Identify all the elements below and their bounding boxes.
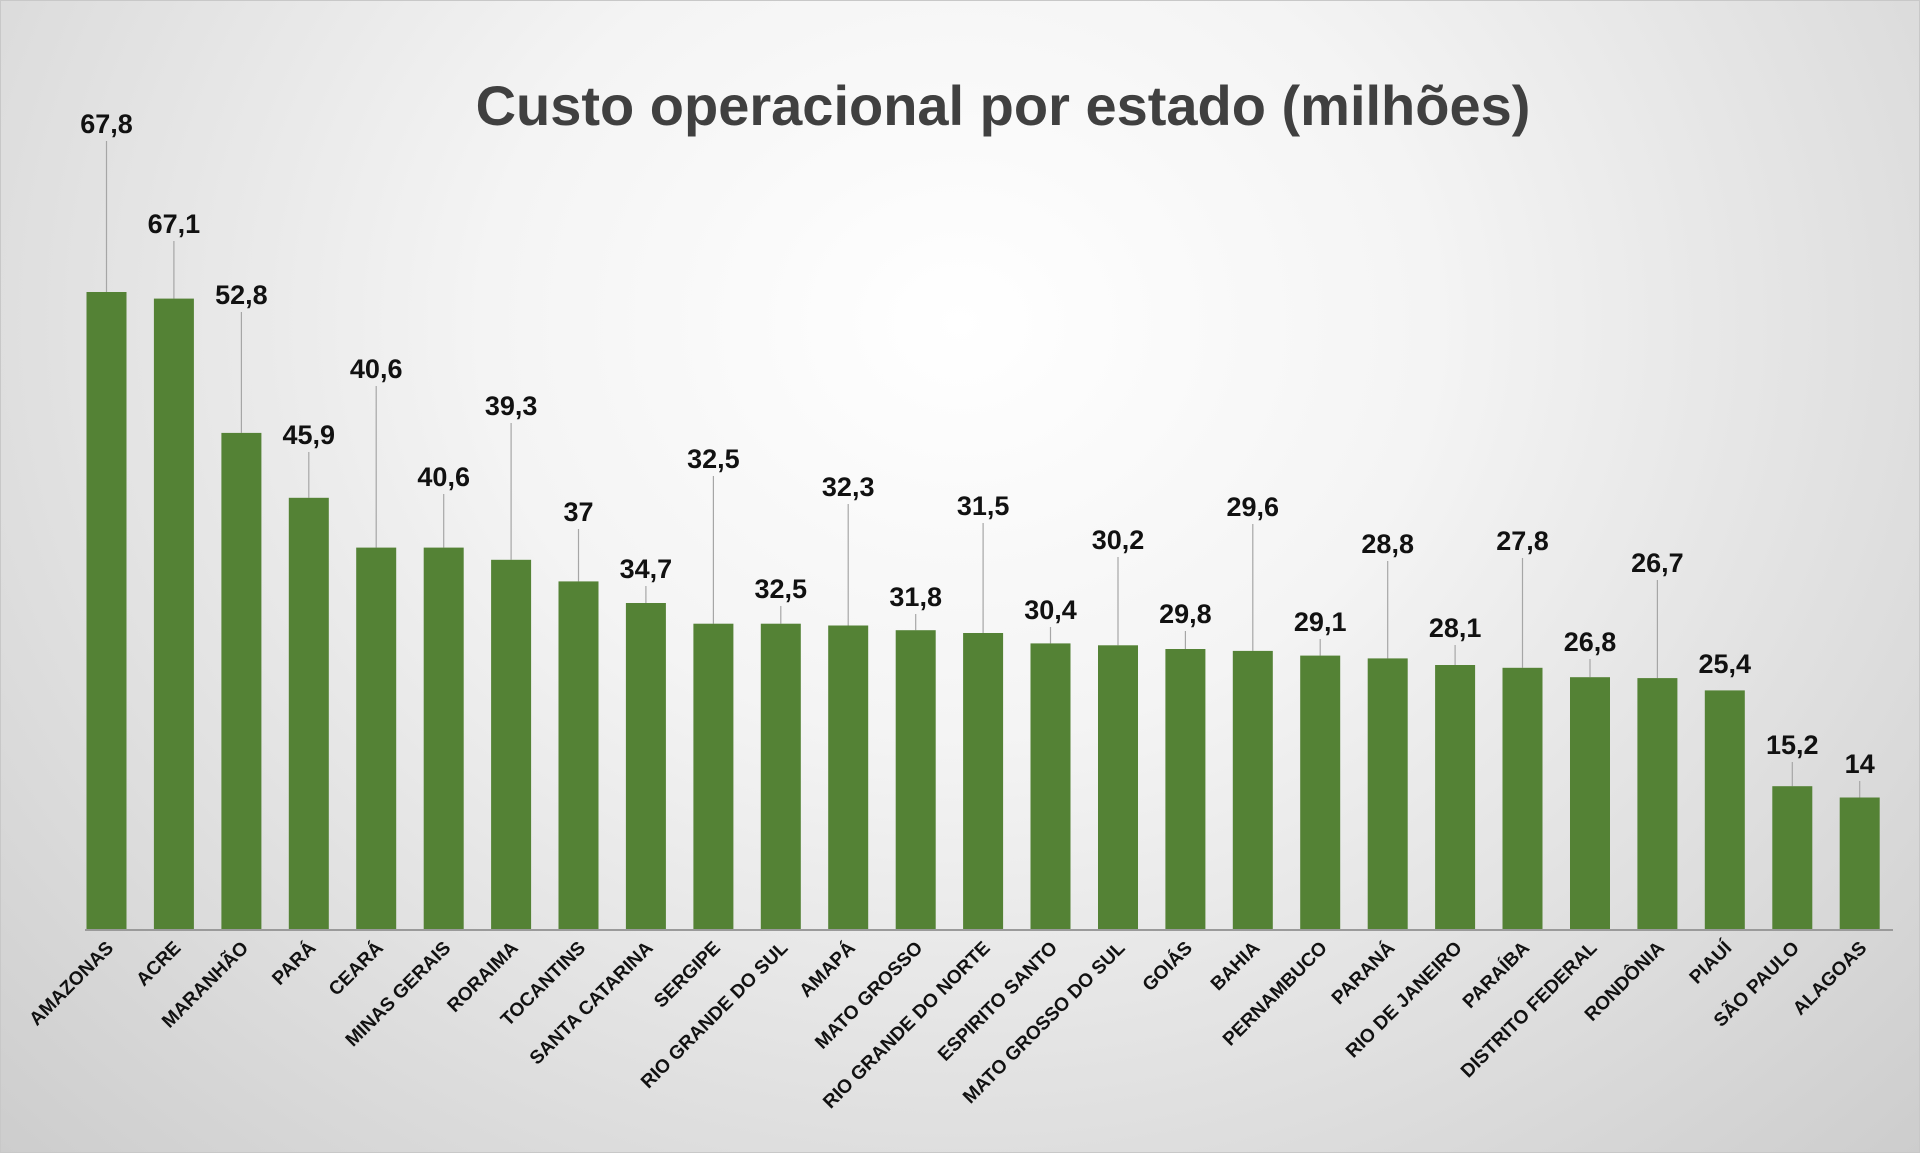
bar-20 [1367, 658, 1408, 929]
bar-16 [1098, 645, 1138, 929]
chart-title: Custo operacional por estado (milhões) [476, 74, 1531, 137]
data-label-23: 26,8 [1564, 627, 1617, 657]
data-label-6: 40,6 [417, 462, 470, 492]
category-label-18: BAHIA [1207, 937, 1265, 995]
bar-21 [1435, 665, 1476, 929]
bar-10 [693, 623, 734, 929]
data-label-3: 52,8 [215, 280, 268, 310]
bar-2 [153, 298, 194, 930]
data-label-16: 30,2 [1092, 525, 1145, 555]
category-label-15: ESPIRITO SANTO [934, 938, 1062, 1066]
data-label-24: 26,7 [1631, 548, 1684, 578]
category-label-5: CEARÁ [324, 937, 388, 1001]
data-label-10: 32,5 [687, 444, 740, 474]
bar-6 [423, 547, 464, 929]
bar-12 [828, 625, 869, 929]
bar-1 [86, 292, 127, 929]
data-label-12: 32,3 [822, 472, 875, 502]
bar-5 [356, 547, 397, 929]
data-label-18: 29,6 [1227, 492, 1280, 522]
data-label-25: 25,4 [1699, 649, 1752, 679]
bar-23 [1570, 677, 1610, 929]
bar-19 [1300, 655, 1341, 929]
bar-14 [963, 633, 1004, 929]
data-label-13: 31,8 [889, 582, 942, 612]
category-label-21: RIO DE JANEIRO [1342, 938, 1467, 1063]
category-label-23: DISTRITO FEDERAL [1457, 937, 1602, 1082]
category-label-4: PARÁ [268, 937, 321, 990]
bar-9 [625, 603, 666, 929]
bar-26 [1772, 786, 1813, 929]
bar-4 [288, 497, 329, 929]
bar-11 [760, 623, 801, 929]
category-label-27: ALAGOAS [1789, 938, 1871, 1020]
bar-17 [1165, 649, 1206, 929]
bar-25 [1704, 690, 1745, 929]
bar-22 [1502, 667, 1543, 929]
data-label-26: 15,2 [1766, 730, 1819, 760]
category-label-20: PARANÁ [1327, 937, 1399, 1009]
category-label-2: ACRE [133, 938, 186, 991]
data-label-19: 29,1 [1294, 607, 1347, 637]
bar-7 [491, 559, 532, 929]
category-label-9: SANTA CATARINA [526, 937, 658, 1069]
bar-15 [1030, 643, 1071, 929]
data-label-21: 28,1 [1429, 613, 1482, 643]
data-label-17: 29,8 [1159, 599, 1212, 629]
bar-24 [1637, 678, 1678, 929]
data-label-20: 28,8 [1361, 529, 1414, 559]
bar-18 [1232, 650, 1273, 929]
data-label-15: 30,4 [1024, 595, 1077, 625]
data-label-22: 27,8 [1496, 526, 1549, 556]
data-label-7: 39,3 [485, 391, 538, 421]
category-label-12: AMAPÁ [795, 937, 860, 1002]
category-label-25: PIAUÍ [1685, 936, 1737, 988]
bar-13 [895, 630, 936, 929]
category-label-1: AMAZONAS [26, 938, 118, 1030]
bar-8 [558, 581, 599, 929]
data-label-8: 37 [563, 497, 593, 527]
data-label-2: 67,1 [148, 209, 201, 239]
data-label-14: 31,5 [957, 491, 1010, 521]
category-label-17: GOIÁS [1138, 937, 1197, 996]
data-label-5: 40,6 [350, 354, 403, 384]
bar-3 [221, 432, 262, 929]
data-label-4: 45,9 [283, 420, 336, 450]
bar-27 [1839, 797, 1880, 929]
data-label-27: 14 [1845, 749, 1875, 779]
data-label-1: 67,8 [80, 109, 133, 139]
data-label-9: 34,7 [620, 554, 673, 584]
data-label-11: 32,5 [755, 574, 808, 604]
